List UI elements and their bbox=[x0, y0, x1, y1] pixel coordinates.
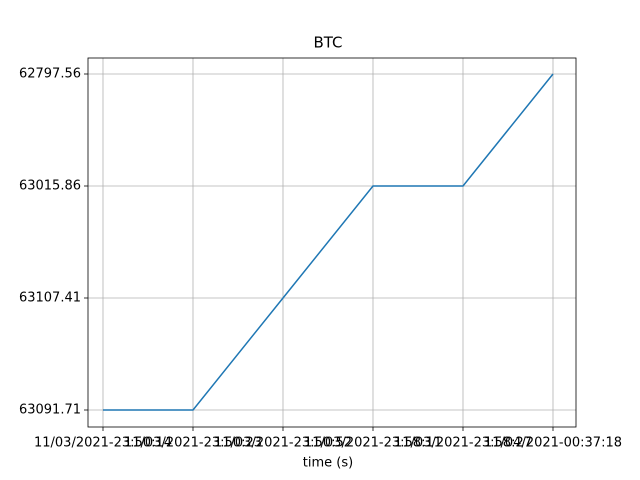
y-tick-label: 63107.41 bbox=[19, 291, 81, 306]
x-tick-label: 11/03/2021-23:50:52 bbox=[214, 436, 352, 451]
y-tick-label: 63015.86 bbox=[19, 179, 81, 194]
x-tick-label: 11/04/2021-00:37:18 bbox=[484, 436, 622, 451]
y-tick-label: 63091.71 bbox=[19, 403, 81, 418]
x-axis-label: time (s) bbox=[303, 456, 353, 471]
x-tick-label: 11/03/2021-23:50:23 bbox=[124, 436, 262, 451]
x-tick-label: 11/03/2021-23:50:14 bbox=[34, 436, 172, 451]
y-tick-label: 62797.56 bbox=[19, 67, 81, 82]
chart-title: BTC bbox=[313, 34, 342, 52]
data-line bbox=[103, 73, 554, 411]
x-tick-label: 11/03/2021-23:58:27 bbox=[394, 436, 532, 451]
x-tick-label: 11/03/2021-23:58:11 bbox=[304, 436, 442, 451]
plot-frame bbox=[87, 57, 577, 428]
